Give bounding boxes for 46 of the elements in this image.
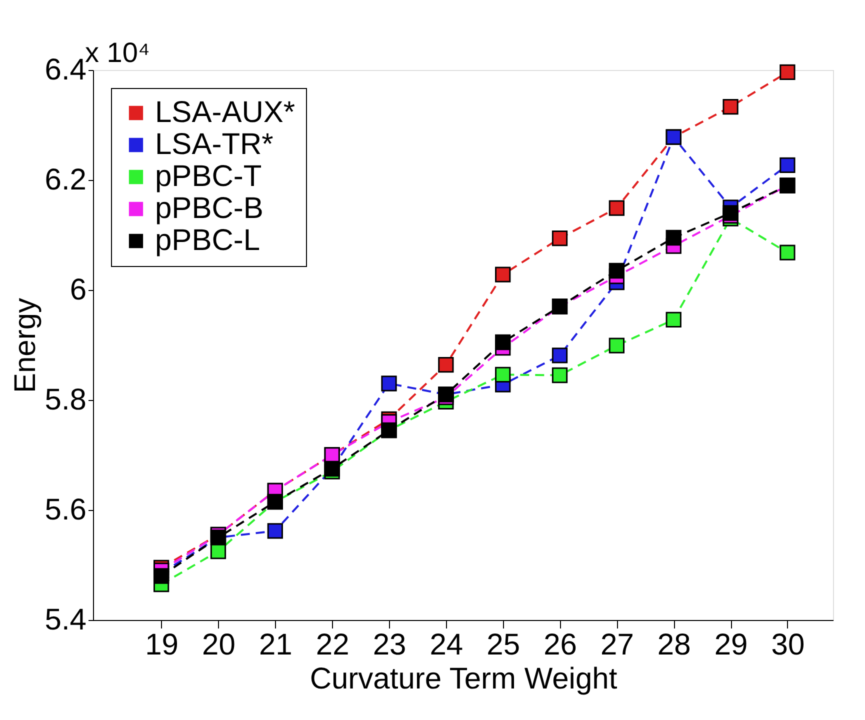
point: [608, 262, 625, 279]
point: [495, 266, 511, 282]
x-tick-label: 21: [258, 628, 292, 662]
x-tick-label: 23: [372, 628, 406, 662]
y-tick-label: 6.4: [44, 54, 86, 86]
point: [495, 366, 511, 383]
point: [608, 200, 625, 216]
x-tick-label: 22: [316, 628, 350, 662]
point: [780, 64, 796, 80]
x-tick-label: 25: [486, 628, 520, 662]
point: [608, 338, 625, 354]
x-tick-label: 30: [771, 628, 805, 662]
x-tick-label: 26: [544, 628, 577, 662]
y-tick-label: 6.2: [44, 164, 86, 196]
point: [552, 367, 568, 384]
y-tick-label: 5.4: [44, 604, 86, 636]
point: [381, 376, 397, 392]
x-tick-label: 19: [145, 628, 178, 662]
legend-label: LSA-TR*: [155, 128, 274, 161]
y-axis-title: Energy: [8, 298, 42, 394]
point: [552, 348, 568, 364]
point: [267, 523, 283, 539]
point: [722, 205, 738, 221]
x-tick-label: 27: [600, 628, 634, 662]
point: [552, 230, 568, 246]
legend-label: pPBC-T: [155, 160, 262, 193]
x-tick-label: 28: [657, 628, 691, 662]
y-tick-label: 5.6: [44, 494, 86, 526]
text: x 10⁴: [85, 37, 150, 68]
point: [722, 99, 738, 115]
point: [495, 334, 511, 350]
point: [666, 312, 682, 328]
point: [153, 568, 170, 584]
y-tick-label: 6: [70, 274, 86, 306]
point: [666, 230, 682, 246]
x-axis-title: Curvature Term Weight: [310, 662, 618, 696]
legend-label: pPBC-B: [155, 192, 264, 225]
point: [438, 356, 454, 373]
x-tick-label: 24: [430, 628, 464, 662]
x-tick-label: 29: [714, 628, 748, 662]
point: [780, 157, 796, 173]
y-tick-label: 5.8: [44, 384, 86, 416]
legend-label: pPBC-L: [155, 224, 260, 257]
point: [780, 244, 796, 260]
legend-label: LSA-AUX*: [155, 96, 296, 129]
x-tick-label: 20: [202, 628, 236, 662]
